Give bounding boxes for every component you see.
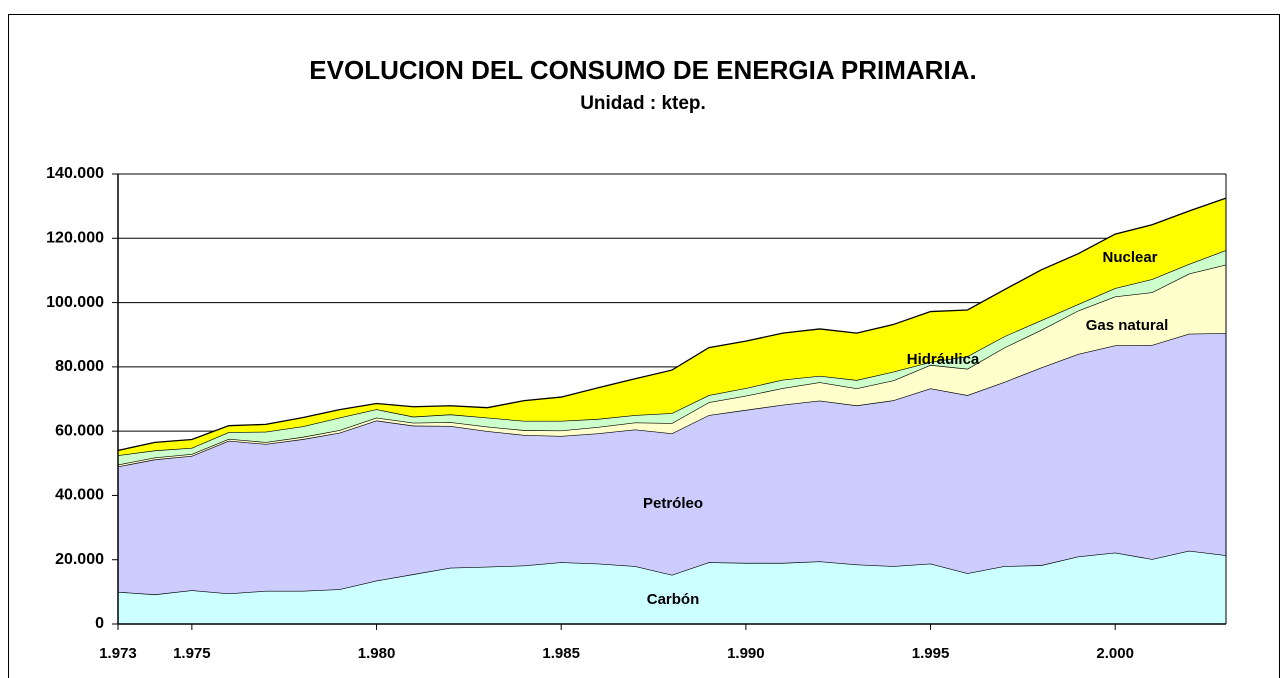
series-label: Hidráulica: [907, 351, 980, 368]
y-tick-label: 140.000: [46, 165, 104, 182]
y-tick-label: 20.000: [55, 551, 104, 568]
x-tick-label: 1.990: [727, 645, 765, 662]
area-outline: [117, 197, 1227, 452]
y-tick-label: 80.000: [55, 358, 104, 375]
y-tick-label: 100.000: [46, 294, 104, 311]
x-tick-label: 1.995: [912, 645, 950, 662]
chart-subtitle: Unidad : ktep.: [580, 93, 706, 114]
series-label: Carbón: [647, 591, 700, 608]
area: [118, 198, 1226, 456]
x-tick-label: 1.975: [173, 645, 211, 662]
x-tick-label: 1.973: [99, 645, 137, 662]
series-label: Nuclear: [1102, 249, 1157, 266]
series-label: Petróleo: [643, 495, 703, 512]
y-tick-label: 60.000: [55, 422, 104, 439]
area: [118, 333, 1226, 595]
y-tick-label: 120.000: [46, 230, 104, 247]
chart-title: EVOLUCION DEL CONSUMO DE ENERGIA PRIMARI…: [309, 55, 976, 85]
x-tick-label: 1.980: [358, 645, 396, 662]
series-label: Gas natural: [1086, 317, 1169, 334]
y-tick-label: 40.000: [55, 487, 104, 504]
x-tick-label: 1.985: [542, 645, 580, 662]
y-tick-label: 0: [95, 615, 104, 632]
area: [118, 264, 1226, 467]
x-tick-label: 2.000: [1096, 645, 1134, 662]
area: [118, 250, 1226, 465]
